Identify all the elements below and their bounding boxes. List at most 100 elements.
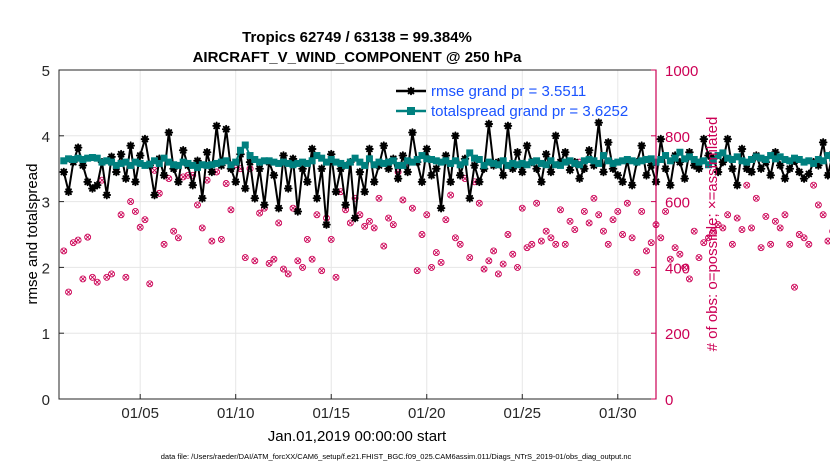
obs-assimilated-marker [419, 231, 425, 238]
obs-possible-marker [385, 214, 392, 222]
obs-possible-marker [657, 234, 665, 242]
spread-point [499, 157, 507, 165]
rmse-point [360, 187, 369, 197]
chart-title: Tropics 62749 / 63138 = 99.384% [242, 29, 472, 46]
spread-point [108, 158, 116, 166]
obs-point [657, 234, 665, 242]
obs-assimilated-marker [166, 176, 172, 182]
obs-possible-marker [700, 239, 708, 247]
obs-point [795, 231, 803, 238]
obs-point [65, 288, 73, 296]
obs-point [466, 254, 474, 261]
obs-point [127, 198, 135, 206]
spread-point [800, 158, 808, 166]
obs-point [275, 219, 283, 227]
obs-assimilated-marker [572, 227, 578, 233]
obs-assimilated-marker [529, 241, 535, 247]
obs-possible-marker [614, 208, 622, 215]
obs-assimilated-marker [137, 224, 143, 230]
spread-point [241, 141, 249, 149]
spread-point [313, 152, 321, 160]
obs-assimilated-marker [677, 251, 683, 257]
rmse-point [608, 164, 618, 173]
spread-point [194, 163, 202, 171]
rmse-point [88, 184, 97, 193]
obs-point [518, 204, 526, 212]
obs-point [810, 181, 818, 189]
spread-point [509, 159, 517, 167]
spread-point [810, 159, 818, 167]
obs-point [647, 239, 655, 247]
rmse-point [560, 147, 570, 157]
obs-assimilated-marker [491, 248, 497, 254]
obs-possible-marker [346, 219, 354, 227]
obs-assimilated-marker [429, 264, 435, 270]
spread-point [604, 157, 612, 165]
obs-point [504, 231, 512, 238]
obs-point [160, 240, 168, 248]
obs-point [609, 216, 617, 224]
obs-point [685, 275, 693, 283]
obs-possible-marker [514, 263, 521, 271]
obs-point [590, 194, 598, 202]
obs-assimilated-marker [171, 228, 177, 234]
rmse-point [350, 213, 360, 223]
obs-assimilated-marker [686, 276, 692, 282]
rmse-point [408, 128, 417, 137]
obs-possible-marker [332, 273, 340, 281]
rmse-point [379, 141, 389, 150]
obs-point [280, 265, 287, 273]
spread-point [714, 152, 722, 160]
obs-possible-marker [275, 219, 283, 227]
spread-point [174, 161, 182, 169]
rmse-point [551, 131, 561, 141]
rmse-point [517, 167, 527, 177]
obs-possible-marker [590, 194, 598, 202]
spread-point [122, 158, 130, 166]
spread-point [738, 157, 746, 165]
obs-assimilated-marker [605, 241, 611, 247]
spread-point [222, 157, 230, 165]
obs-point [174, 234, 182, 242]
spread-point [246, 152, 254, 160]
rmse-point [174, 177, 183, 187]
obs-assimilated-marker [758, 245, 764, 251]
spread-point [423, 155, 431, 163]
obs-assimilated-marker [199, 225, 205, 231]
rmse-point [446, 177, 455, 187]
obs-point [413, 267, 421, 275]
obs-assimilated-marker [701, 240, 707, 246]
rmse-point [580, 164, 589, 173]
spread-point [270, 158, 278, 166]
spread-point [260, 157, 268, 165]
obs-possible-marker [160, 240, 168, 248]
obs-possible-marker [117, 211, 125, 219]
rmse-point [221, 124, 231, 134]
x-tick-label: 01/10 [217, 405, 255, 422]
obs-assimilated-marker [290, 205, 296, 211]
spread-point [256, 158, 264, 166]
obs-possible-marker [604, 240, 612, 248]
obs-possible-marker [65, 288, 73, 296]
obs-point [361, 222, 369, 230]
obs-assimilated-marker [481, 266, 487, 272]
y-left-tick-label: 1 [42, 326, 50, 343]
obs-assimilated-marker [457, 241, 463, 247]
obs-assimilated-marker [242, 255, 248, 261]
obs-point [428, 263, 435, 271]
obs-possible-marker [557, 206, 564, 214]
spread-point [609, 159, 617, 167]
obs-assimilated-marker [371, 225, 377, 231]
obs-assimilated-marker [557, 207, 563, 213]
rmse-point [742, 164, 752, 173]
rmse-point [680, 174, 689, 183]
obs-possible-marker [685, 275, 693, 283]
legend: rmse grand pr = 3.5511 totalspread grand… [396, 83, 628, 120]
obs-possible-marker [676, 250, 684, 258]
obs-possible-marker [303, 235, 311, 243]
obs-assimilated-marker [768, 241, 774, 247]
obs-point [475, 199, 483, 207]
obs-possible-marker [361, 222, 369, 230]
legend-spread-marker [407, 107, 415, 115]
legend-star [406, 86, 416, 96]
